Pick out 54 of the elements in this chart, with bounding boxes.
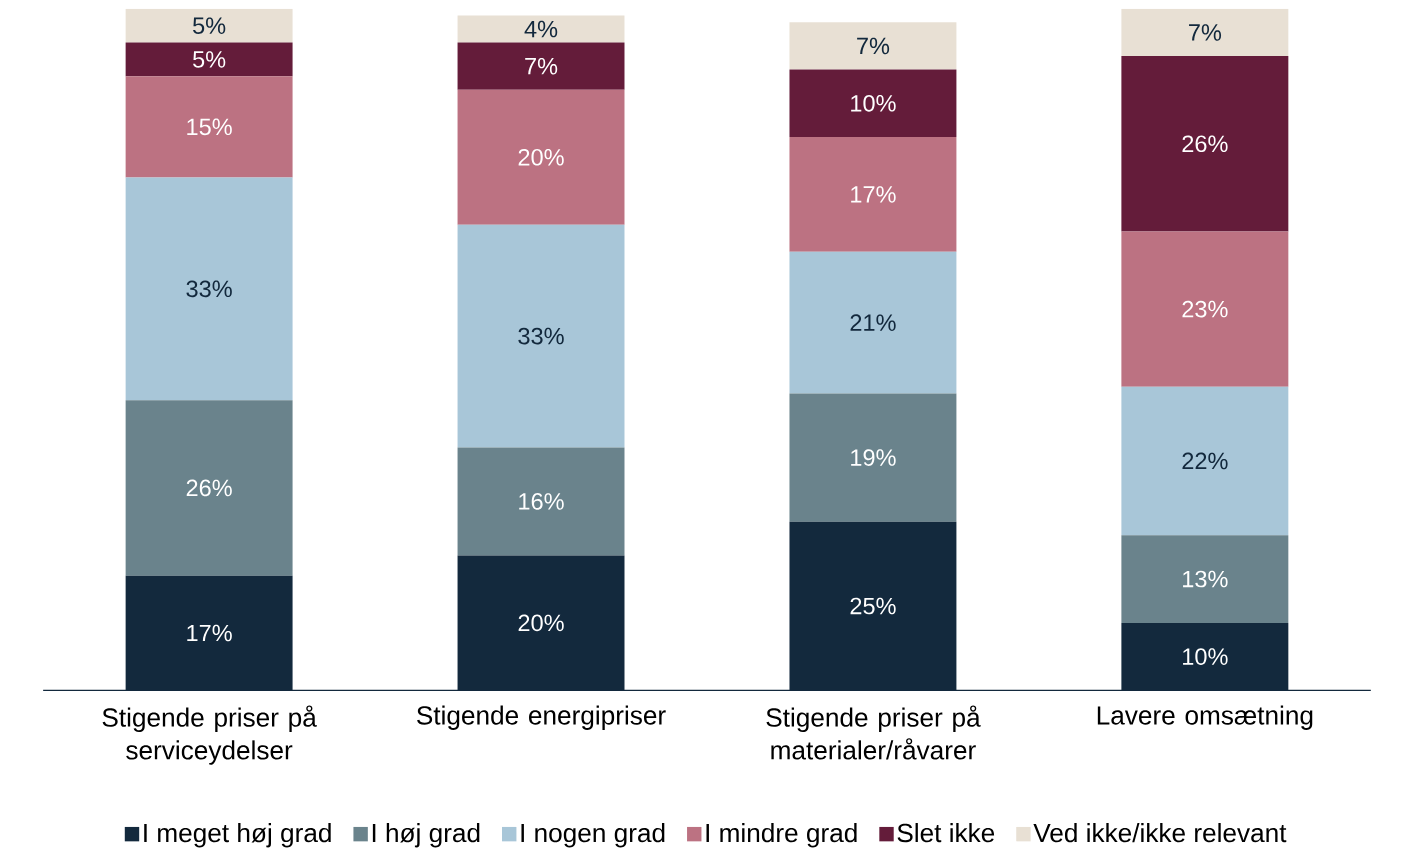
data-label: 33% <box>186 280 232 297</box>
data-label: 17% <box>187 624 232 642</box>
bar <box>457 447 625 556</box>
bar <box>125 177 293 400</box>
bar <box>789 251 957 394</box>
bar <box>125 76 293 178</box>
data-label: 19% <box>851 448 896 466</box>
bar <box>1121 55 1289 232</box>
bar <box>125 8 293 43</box>
data-label: 16% <box>519 492 564 510</box>
bar <box>1121 534 1289 623</box>
bar <box>789 136 957 252</box>
data-label: 17% <box>851 185 896 203</box>
data-label: 7% <box>857 37 890 54</box>
data-label: 7% <box>525 57 558 75</box>
data-label: 26% <box>1182 135 1228 152</box>
data-label: 10% <box>1183 648 1228 665</box>
legend-label: I mindre grad <box>706 822 857 848</box>
data-label: 21% <box>850 314 896 331</box>
data-label: 22% <box>1182 452 1228 469</box>
data-label: 15% <box>187 118 232 135</box>
bar <box>1121 8 1289 56</box>
legend-label: I meget høj grad <box>144 822 331 848</box>
data-label: 25% <box>850 597 896 615</box>
data-label: 33% <box>518 327 564 345</box>
x-tick-label: Stigende priser på materialer/råvarer <box>766 705 981 760</box>
x-tick-label: Stigende priser på serviceydelser <box>102 705 317 765</box>
bar <box>457 224 625 448</box>
data-label: 4% <box>524 20 558 38</box>
legend-label: Ved ikke/ikke relevant <box>1033 822 1287 843</box>
bar <box>789 22 957 70</box>
legend-label: Slet ikke <box>897 822 995 843</box>
x-tick-label: Stigende energipriser <box>417 705 666 730</box>
bar <box>1121 386 1289 535</box>
bar <box>457 89 625 225</box>
legend-label: I høj grad <box>372 822 480 848</box>
data-label: 5% <box>193 50 226 68</box>
data-label: 13% <box>1183 570 1228 588</box>
data-label: 5% <box>193 17 226 34</box>
bar <box>457 15 625 43</box>
data-label: 7% <box>1189 23 1222 41</box>
data-label: 23% <box>1182 300 1228 318</box>
bar <box>789 393 957 522</box>
bar <box>125 399 293 576</box>
bar <box>1121 231 1289 387</box>
data-label: 26% <box>186 479 232 497</box>
legend-label: I nogen grad <box>521 822 665 848</box>
bar <box>789 69 957 137</box>
bar <box>457 42 625 90</box>
bar <box>125 42 293 77</box>
data-label: 10% <box>851 94 896 112</box>
data-label: 20% <box>518 148 564 166</box>
data-label: 20% <box>518 614 564 631</box>
x-tick-label: Lavere omsætning <box>1097 705 1313 730</box>
